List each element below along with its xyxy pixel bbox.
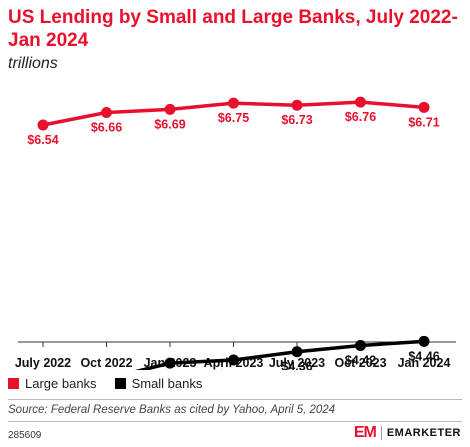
x-tick-label: July 2022 xyxy=(15,356,71,370)
data-label: $6.69 xyxy=(154,117,185,131)
data-label: $4.28 xyxy=(218,368,249,370)
legend-label-large-banks: Large banks xyxy=(25,376,97,391)
legend-item-small-banks: Small banks xyxy=(114,376,203,391)
chart-subtitle: trillions xyxy=(8,55,58,72)
data-point xyxy=(164,103,176,115)
data-point xyxy=(37,119,49,131)
data-point xyxy=(418,335,430,347)
data-point xyxy=(228,354,239,366)
data-label: $4.36 xyxy=(281,360,312,370)
data-point xyxy=(164,357,176,369)
data-point xyxy=(291,99,303,111)
data-label: $6.54 xyxy=(27,133,58,147)
data-point xyxy=(418,101,430,113)
footer-divider-bottom xyxy=(8,421,462,422)
legend: Large banks Small banks xyxy=(8,376,220,391)
data-label: $4.46 xyxy=(408,349,439,363)
legend-swatch-small-banks xyxy=(114,378,126,389)
data-label: $6.76 xyxy=(345,110,376,124)
legend-item-large-banks: Large banks xyxy=(8,376,97,391)
brand-logo: EM EMARKETER xyxy=(354,424,461,442)
data-point xyxy=(355,339,366,351)
x-tick-label: Oct 2023 xyxy=(334,356,386,370)
data-point xyxy=(101,107,112,119)
source-note: Source: Federal Reserve Banks as cited b… xyxy=(8,404,336,416)
legend-swatch-large-banks xyxy=(8,378,19,389)
chart-id: 285609 xyxy=(8,430,42,441)
data-label: $6.66 xyxy=(91,121,122,135)
data-point xyxy=(355,96,366,108)
brand-divider xyxy=(380,426,382,440)
legend-label-small-banks: Small banks xyxy=(131,376,203,391)
data-point xyxy=(291,346,303,358)
brand-mark: EM xyxy=(353,424,377,441)
x-tick-label: Jan 2024 xyxy=(398,356,451,370)
line-chart: July 2022 Oct 2022 Jan 2023 April 2023 July … xyxy=(15,96,456,370)
data-label: $6.73 xyxy=(281,113,312,127)
chart-title: US Lending by Small and Large Banks, Jul… xyxy=(8,7,458,51)
x-tick-label: Oct 2022 xyxy=(80,356,132,370)
data-point xyxy=(228,97,239,109)
data-label: $6.75 xyxy=(218,111,249,125)
x-tick-label: July 2023 xyxy=(269,356,325,370)
footer-divider-top xyxy=(8,399,462,400)
data-label: $6.71 xyxy=(408,115,439,129)
brand-name: EMARKETER xyxy=(386,427,461,439)
data-label: $4.42 xyxy=(345,353,376,367)
